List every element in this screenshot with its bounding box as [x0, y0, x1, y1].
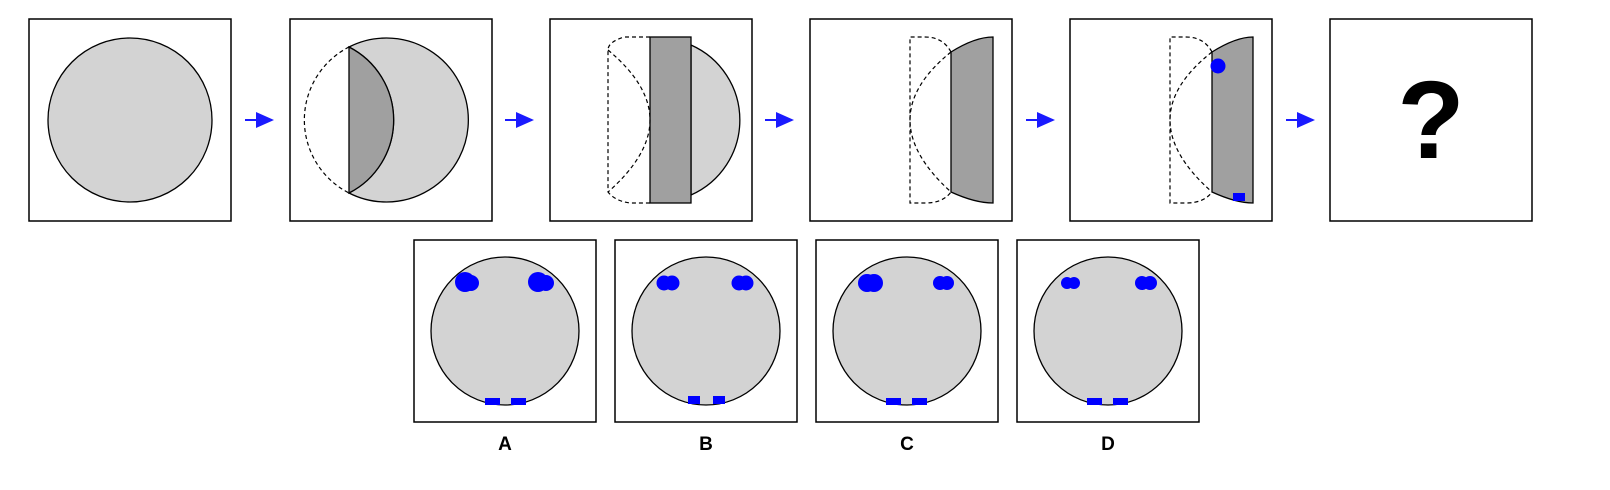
step-3-panel: [549, 18, 753, 222]
punch-hole-circle: [1210, 58, 1226, 74]
punch-hole-square: [1233, 193, 1245, 201]
step-1-panel: [28, 18, 232, 222]
option-c-label[interactable]: C: [900, 434, 914, 455]
option-a-panel[interactable]: [413, 239, 597, 423]
option-c-panel[interactable]: [815, 239, 999, 423]
option-d-panel[interactable]: [1016, 239, 1200, 423]
step-5-panel: [1069, 18, 1273, 222]
option-d-label[interactable]: D: [1101, 434, 1115, 455]
step-4-panel: [809, 18, 1013, 222]
option-a-label[interactable]: A: [498, 434, 512, 455]
option-b-label[interactable]: B: [699, 434, 713, 455]
option-b-panel[interactable]: [614, 239, 798, 423]
step-2-panel: [289, 18, 493, 222]
question-mark: ?: [1397, 59, 1464, 182]
question-panel: ?: [1329, 18, 1533, 222]
